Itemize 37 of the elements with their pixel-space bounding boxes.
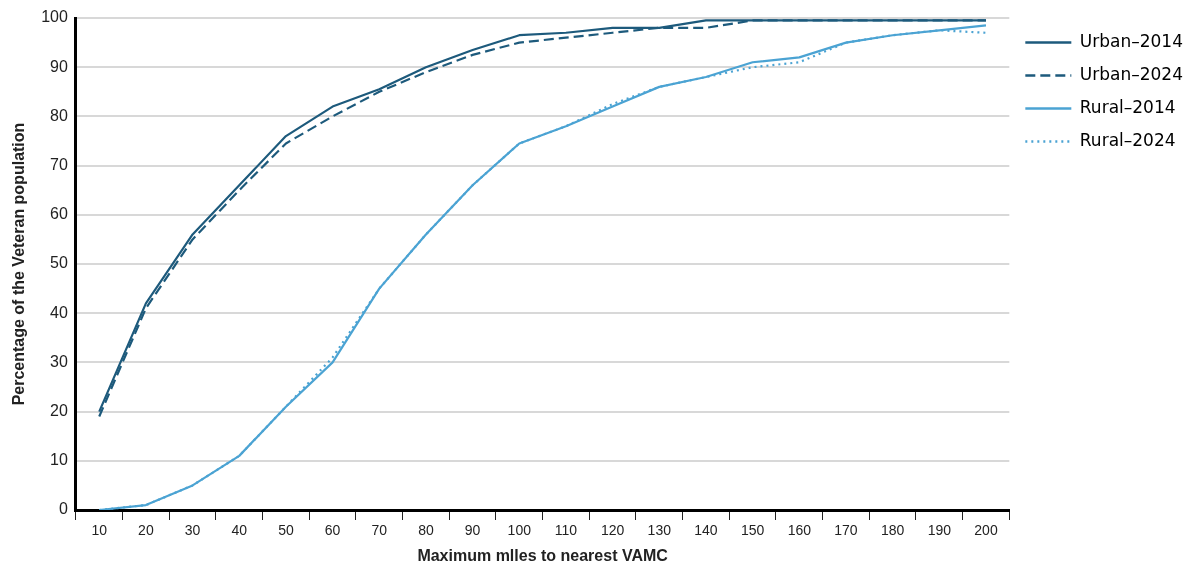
x-tick-label: 130 [647,522,672,539]
x-tick-label: 110 [554,522,578,539]
x-tick-label: 100 [507,522,532,539]
x-tick-label: 90 [464,522,481,539]
x-tick-label: 140 [694,522,718,539]
x-axis-title: Maximum mlles to nearest VAMC [417,546,669,564]
legend-label: Rural–2014 [1079,96,1176,117]
y-tick-label: 80 [50,106,68,124]
legend-label: Urban–2014 [1079,30,1184,51]
y-tick-label: 60 [50,205,68,223]
y-tick-label: 50 [50,254,68,272]
x-tick-label: 20 [138,522,154,539]
x-tick-label: 80 [418,522,434,539]
y-tick-label: 0 [58,500,68,518]
x-tick-label: 150 [740,522,765,539]
y-tick-label: 70 [50,156,68,174]
y-axis-title: Percentage of the Veteran population [10,122,28,406]
x-tick-label: 120 [600,522,625,539]
y-tick-label: 30 [50,352,68,370]
x-tick-label: 180 [880,522,905,539]
x-tick-label: 190 [927,522,952,539]
y-tick-label: 10 [50,451,68,469]
legend-label: Rural–2024 [1079,129,1176,150]
x-tick-label: 160 [787,522,812,539]
x-tick-label: 170 [834,522,858,539]
x-tick-label: 70 [371,522,388,539]
x-tick-label: 60 [324,522,341,539]
x-tick-label: 50 [278,522,294,539]
x-tick-label: 10 [91,522,108,539]
legend-label: Urban–2024 [1079,63,1184,84]
x-tick-label: 200 [974,522,998,539]
y-tick-label: 90 [50,57,68,75]
x-tick-label: 30 [184,522,201,539]
x-tick-label: 40 [231,522,248,539]
y-tick-label: 20 [50,402,68,420]
y-tick-label: 100 [41,8,68,26]
y-tick-label: 40 [50,303,68,321]
